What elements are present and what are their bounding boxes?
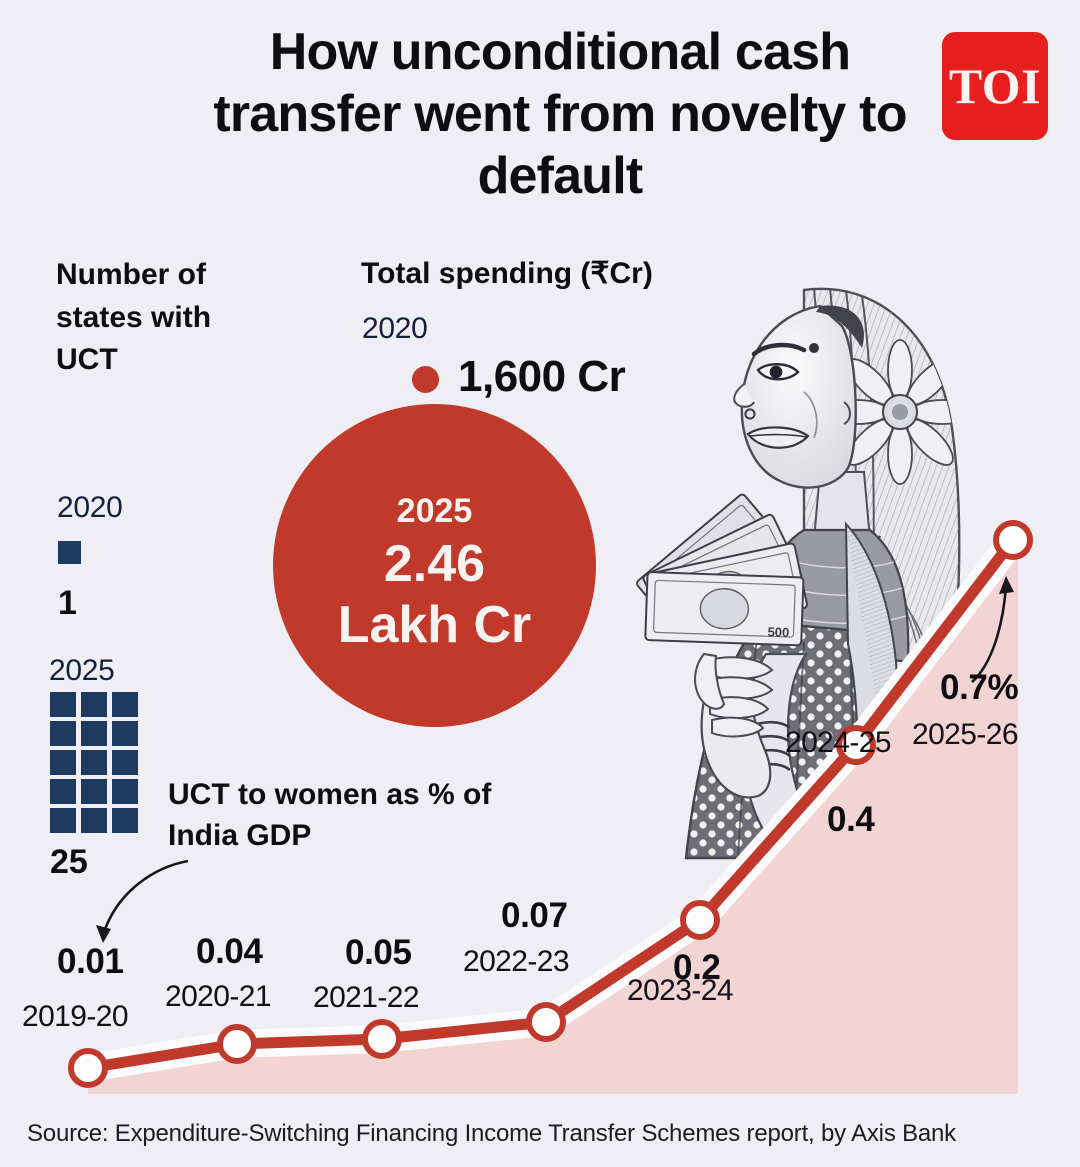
spending-2020-year-label: 2020 — [362, 312, 428, 345]
state-square — [50, 692, 76, 717]
note-denomination: 500 — [767, 624, 789, 640]
state-square — [112, 692, 138, 717]
chart-label-value-6: 0.7% — [940, 668, 1019, 707]
state-square — [50, 721, 76, 746]
state-square — [81, 692, 107, 717]
state-square — [112, 779, 138, 804]
chart-label-year-6: 2025-26 — [912, 718, 1019, 751]
bubble-value: 2.46 — [383, 535, 486, 594]
page-title: How unconditional cash transfer went fro… — [213, 23, 907, 205]
state-square — [112, 721, 138, 746]
state-square — [81, 808, 107, 833]
chart-label-value-4: 0.2 — [673, 948, 721, 987]
state-square — [50, 750, 76, 775]
toi-logo-text: TOI — [948, 58, 1042, 114]
state-square — [81, 750, 107, 775]
state-square — [112, 750, 138, 775]
chart-area-fill — [88, 540, 1018, 1094]
chart-marker — [217, 1024, 257, 1064]
woman-holding-rupee-notes-sketch: 500 — [636, 287, 961, 860]
spending-panel-heading: Total spending (₹Cr) — [361, 257, 653, 290]
states-2020-square-chart — [58, 541, 81, 564]
chart-label-year-1: 2020-21 — [165, 980, 272, 1013]
chart-marker — [68, 1048, 108, 1088]
state-square — [81, 721, 107, 746]
toi-logo: TOI — [942, 32, 1048, 140]
chart-label-year-3: 2022-23 — [463, 945, 570, 978]
chart-label-year-2: 2021-22 — [313, 981, 420, 1014]
face — [733, 304, 865, 489]
chart-marker — [836, 725, 876, 765]
state-square — [58, 541, 81, 564]
curved-arrow-down-left-icon — [96, 859, 189, 943]
rupee-notes: 500 — [636, 493, 808, 647]
chart-label-year-5: 2024-25 — [785, 726, 892, 759]
chart-label-year-4: 2023-24 — [627, 974, 734, 1007]
chart-marker — [993, 520, 1033, 560]
chart-marker — [680, 900, 720, 940]
state-square — [50, 779, 76, 804]
state-square — [81, 779, 107, 804]
states-2025-year-label: 2025 — [49, 654, 115, 687]
chart-label-value-1: 0.04 — [196, 932, 263, 971]
chart-label-value-3: 0.07 — [501, 896, 568, 935]
source-note: Source: Expenditure-Switching Financing … — [27, 1120, 956, 1147]
states-2025-square-chart — [50, 692, 138, 833]
states-2020-value: 1 — [58, 584, 77, 622]
gdp-area-chart — [68, 520, 1033, 1094]
spending-2025-bubble: 2025 2.46 Lakh Cr — [273, 404, 596, 727]
states-2025-value: 25 — [50, 843, 88, 881]
state-square — [50, 808, 76, 833]
chart-label-value-2: 0.05 — [345, 933, 412, 972]
chart-label-value-0: 0.01 — [57, 942, 124, 981]
gdp-annotation-label: UCT to women as % of India GDP — [168, 778, 492, 852]
hand — [694, 652, 774, 738]
chart-markers — [68, 520, 1033, 1088]
chart-marker — [362, 1019, 402, 1059]
states-panel-heading: Number of states with UCT — [56, 258, 212, 377]
curved-arrow-up-icon — [971, 576, 1014, 683]
state-square — [112, 808, 138, 833]
spending-2020-value: 1,600 Cr — [458, 352, 626, 401]
states-2020-year-label: 2020 — [57, 491, 123, 524]
bubble-year: 2025 — [396, 491, 473, 530]
bubble-unit: Lakh Cr — [337, 595, 532, 654]
chart-label-year-0: 2019-20 — [22, 1000, 129, 1033]
chart-label-value-5: 0.4 — [827, 800, 875, 839]
red-dot-icon — [412, 366, 439, 393]
chart-marker — [526, 1002, 566, 1042]
